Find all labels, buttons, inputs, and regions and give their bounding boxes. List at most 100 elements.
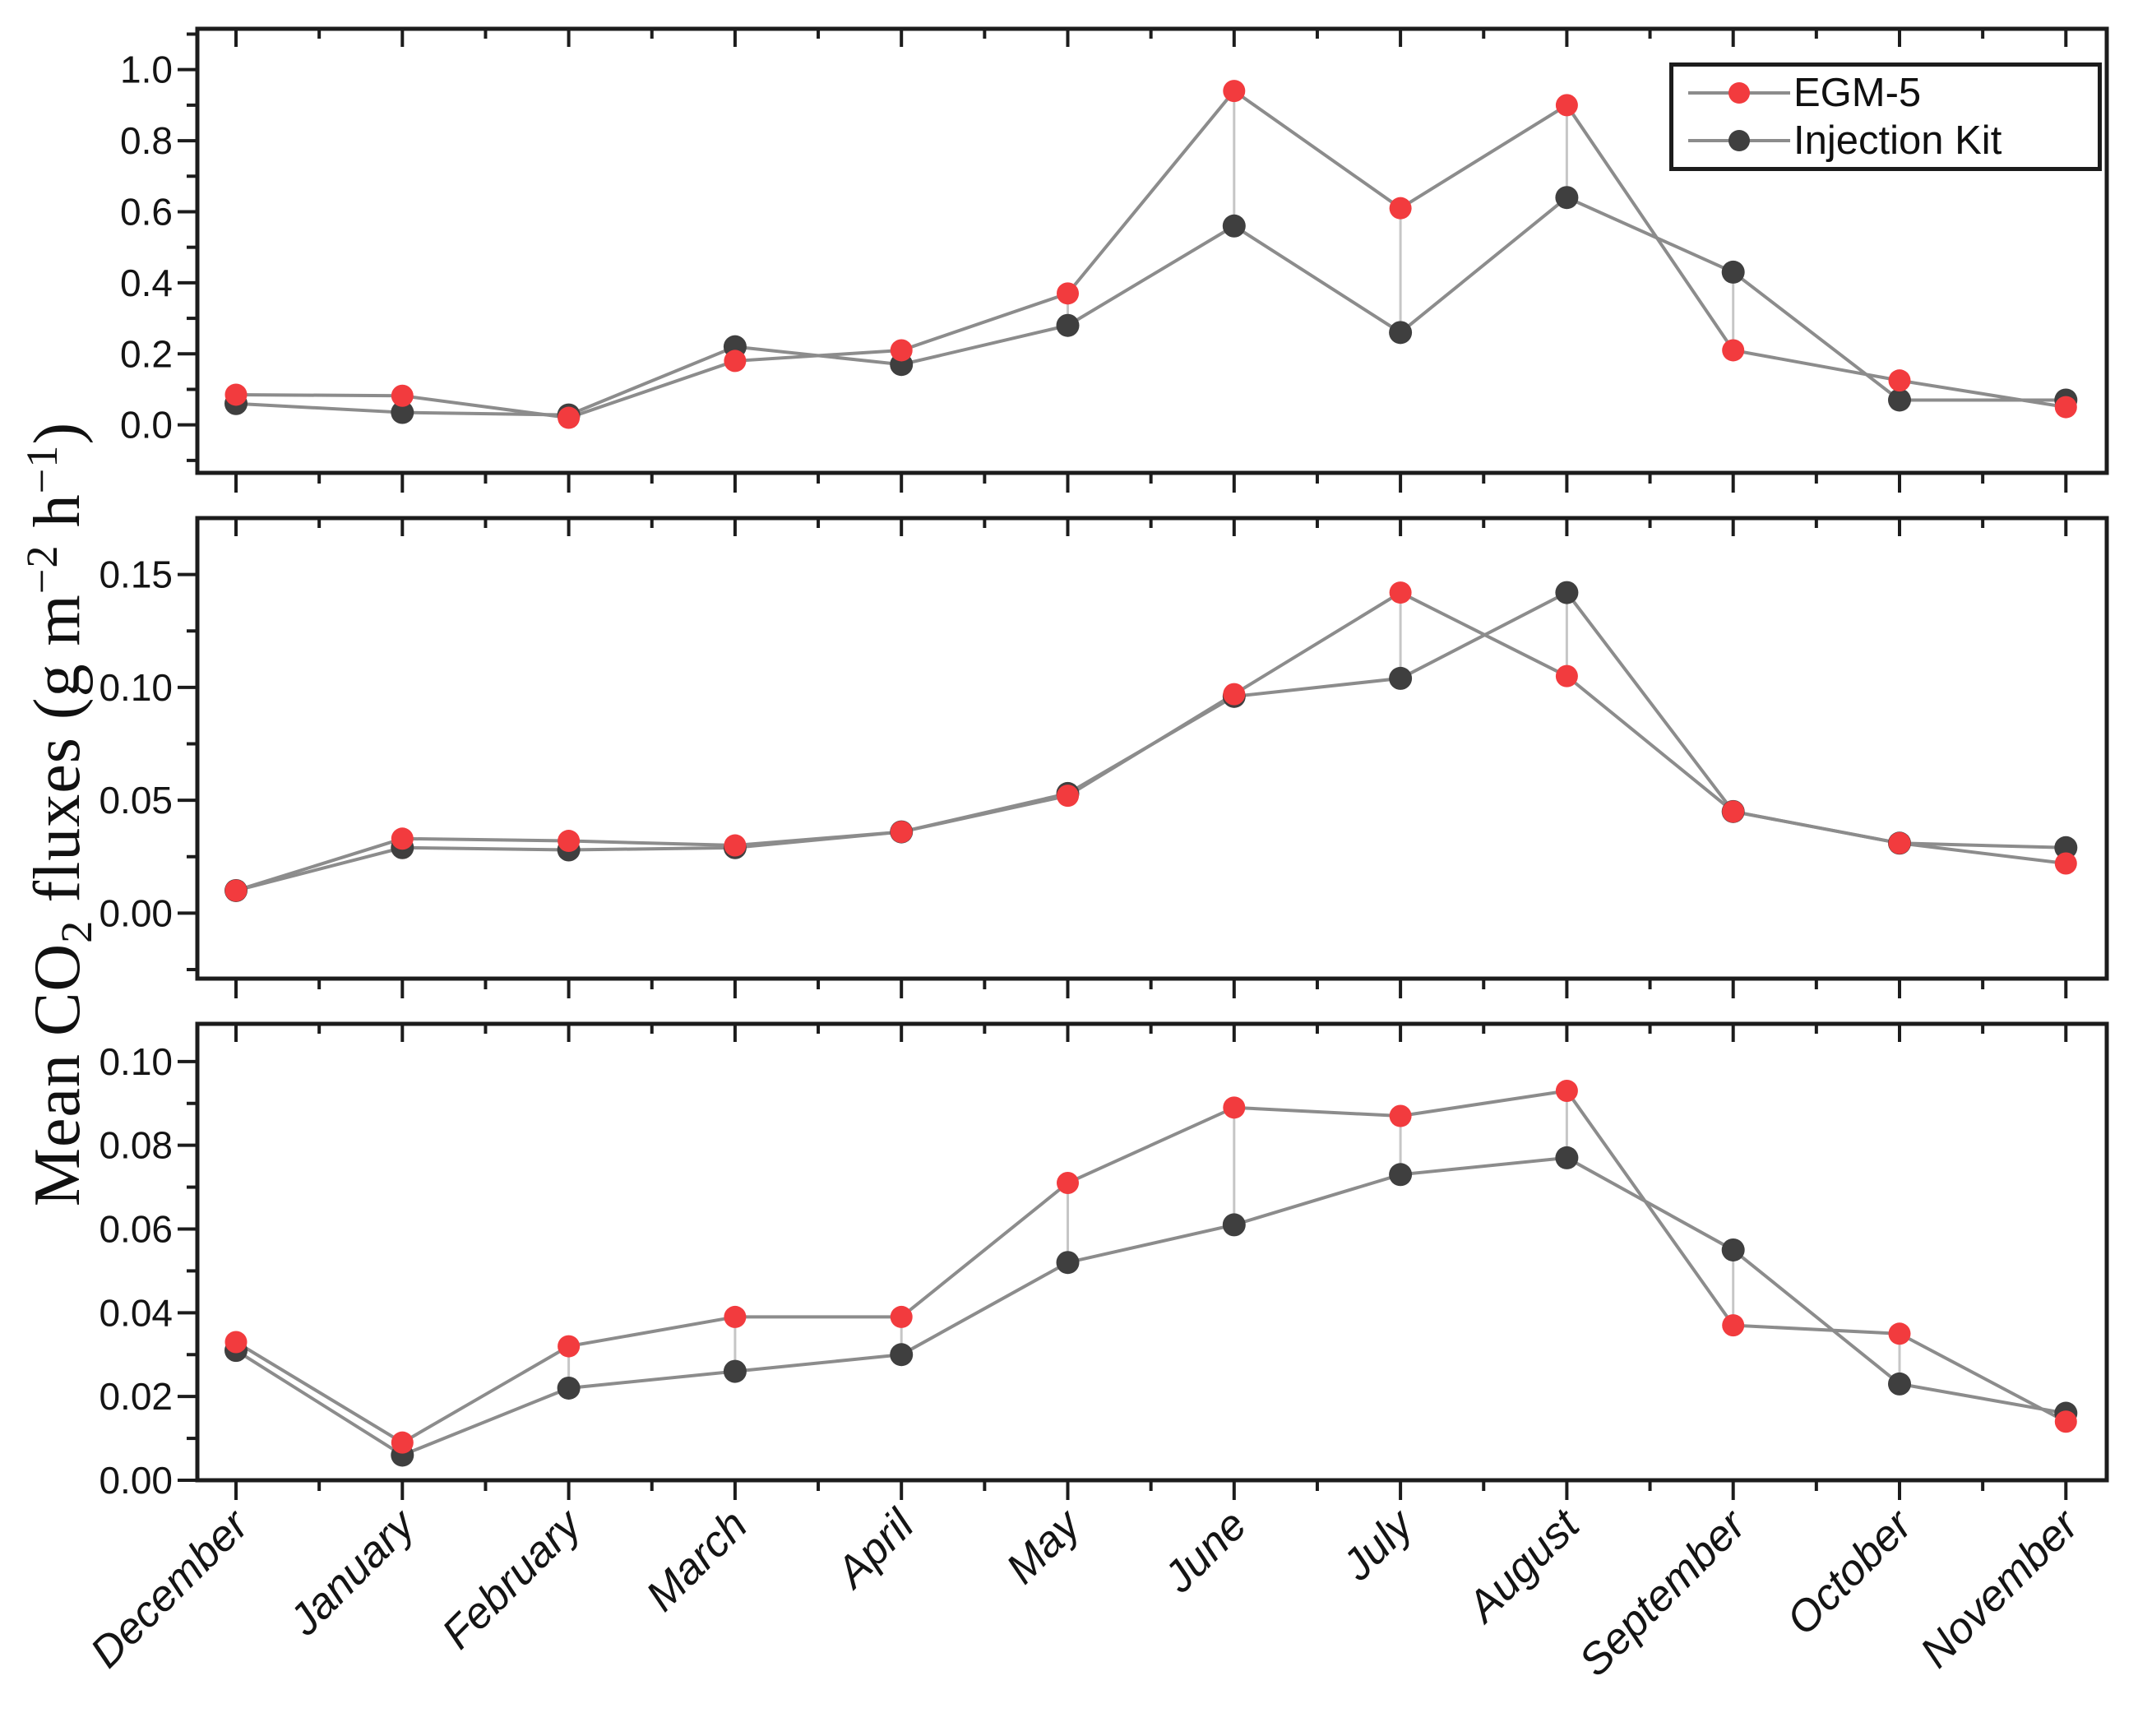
panel-3-marker-injection-kit — [557, 1376, 581, 1400]
y-axis-title-superscript: −2 — [16, 544, 67, 595]
panel-2-marker-egm5 — [224, 879, 248, 902]
panel-1-y-tick-label: 0.4 — [120, 262, 173, 304]
panel-3-marker-egm5 — [1223, 1096, 1246, 1119]
x-tick-label-month: September — [1570, 1499, 1756, 1686]
legend-item-injection-kit: Injection Kit — [1685, 118, 2098, 163]
x-tick-label-month: December — [81, 1499, 259, 1677]
panel-3-series-line-injection-kit — [234, 1155, 2066, 1457]
panel-1-y-tick-label: 1.0 — [120, 49, 173, 91]
panel-3-marker-egm5 — [724, 1305, 747, 1328]
y-axis-title-superscript: −1 — [16, 444, 67, 494]
legend-label-egm5: EGM-5 — [1793, 70, 1922, 115]
panel-1-marker-injection-kit — [1222, 214, 1246, 238]
y-axis-title: Mean CO2 fluxes (g m−2 h−1) — [16, 422, 102, 1206]
x-tick-label-month: May — [997, 1498, 1091, 1593]
panel-1-y-tick-label: 0.8 — [120, 119, 173, 162]
x-tick-label-month: February — [433, 1498, 592, 1658]
panel-1-marker-egm5 — [724, 350, 747, 373]
panel-3-series-line-egm-5 — [234, 1089, 2067, 1445]
panel-2-frame — [195, 516, 2109, 981]
panel-1-marker-injection-kit — [1555, 186, 1579, 210]
panel-3-marker-injection-kit — [890, 1343, 914, 1367]
panel-1-series-line-injection-kit — [235, 195, 2066, 417]
y-axis-title-text: Mean CO — [21, 942, 94, 1207]
panel-3-marker-injection-kit — [1888, 1372, 1911, 1396]
x-tick-label-month: November — [1911, 1499, 2089, 1677]
panel-1-marker-injection-kit — [391, 400, 414, 424]
legend-marker-injection-kit-icon — [1688, 130, 1790, 151]
panel-3-marker-egm5 — [2054, 1410, 2077, 1433]
panel-3-marker-egm5 — [1389, 1104, 1412, 1127]
panel-2-marker-injection-kit — [1389, 666, 1413, 690]
panel-2-marker-injection-kit — [2054, 836, 2078, 859]
panel-2-y-tick-label: 0.00 — [99, 891, 173, 934]
panel-2-marker-egm5 — [2054, 852, 2077, 875]
y-axis-title-text: fluxes (g m — [21, 594, 94, 920]
panel-2-marker-egm5 — [1722, 800, 1745, 823]
panel-3-marker-injection-kit — [1222, 1213, 1246, 1237]
panel-3-y-tick-label: 0.06 — [99, 1207, 173, 1250]
panel-1-marker-egm5 — [1223, 80, 1246, 103]
y-axis-title-text: h — [21, 493, 94, 545]
panel-3-y-tick-label: 0.08 — [99, 1124, 173, 1167]
panel-3-marker-injection-kit — [1389, 1163, 1413, 1187]
panel-1-marker-egm5 — [1888, 369, 1911, 392]
panel-2-series-line-injection-kit — [235, 590, 2066, 892]
x-tick-label-month: July — [1333, 1498, 1425, 1590]
panel-2-marker-egm5 — [391, 827, 414, 850]
panel-3-marker-injection-kit — [1056, 1251, 1080, 1275]
panel-2-marker-egm5 — [1389, 581, 1412, 604]
panel-3-marker-egm5 — [1722, 1314, 1745, 1337]
panel-3-marker-injection-kit — [723, 1359, 747, 1383]
panel-3-marker-egm5 — [1555, 1079, 1578, 1102]
x-tick-label-month: June — [1155, 1501, 1256, 1603]
panel-2-series-line-egm-5 — [235, 590, 2066, 892]
legend-dot-injection-kit — [1728, 130, 1750, 151]
legend-dot-egm5 — [1728, 82, 1750, 104]
panel-3-marker-egm5 — [558, 1335, 581, 1358]
x-tick-label-month: March — [637, 1501, 757, 1621]
y-axis-title-text: ) — [21, 421, 94, 445]
panel-3-y-tick-label: 0.00 — [99, 1459, 173, 1502]
panel-1-marker-egm5 — [890, 339, 913, 362]
panel-1-marker-egm5 — [1057, 282, 1079, 305]
panel-2-y-tick-label: 0.10 — [99, 666, 173, 709]
legend-item-egm5: EGM-5 — [1685, 71, 2098, 115]
legend-label-injection-kit: Injection Kit — [1793, 118, 2002, 163]
panel-1-y-tick-label: 0.6 — [120, 190, 173, 233]
panel-1-marker-injection-kit — [1056, 313, 1080, 337]
panel-1-marker-egm5 — [224, 383, 248, 406]
panel-2-marker-injection-kit — [1555, 581, 1579, 604]
panel-1-marker-egm5 — [558, 406, 581, 429]
panel-2-marker-egm5 — [890, 821, 913, 844]
panel-2-y-tick-label: 0.05 — [99, 779, 173, 822]
panel-3-marker-egm5 — [1888, 1322, 1911, 1345]
panel-3-marker-egm5 — [224, 1331, 248, 1354]
panel-2-marker-egm5 — [1223, 683, 1246, 706]
panel-3-y-tick-label: 0.02 — [99, 1375, 173, 1418]
panel-3-marker-injection-kit — [1555, 1146, 1579, 1169]
panel-1-y-tick-label: 0.2 — [120, 332, 173, 375]
panel-3-marker-injection-kit — [1721, 1238, 1745, 1261]
panel-2-y-tick-label: 0.15 — [99, 553, 173, 596]
panel-3-y-tick-label: 0.10 — [99, 1040, 173, 1083]
panel-2-marker-egm5 — [1057, 785, 1079, 808]
panel-1-series-line-egm-5 — [235, 88, 2066, 420]
panel-2-marker-egm5 — [1555, 664, 1578, 687]
panel-1-marker-injection-kit — [1721, 260, 1745, 284]
chart-legend: EGM-5 Injection Kit — [1669, 62, 2102, 171]
x-tick-label-month: April — [826, 1500, 924, 1599]
x-tick-label-month: August — [1456, 1499, 1590, 1632]
panel-3-y-tick-label: 0.04 — [99, 1291, 173, 1334]
panel-3-marker-egm5 — [1057, 1171, 1079, 1194]
panel-1-marker-egm5 — [2054, 396, 2077, 419]
panel-3-frame — [195, 1021, 2109, 1483]
panel-1-marker-egm5 — [1555, 94, 1578, 117]
y-axis-title-subscript: 2 — [52, 919, 102, 943]
panel-2-marker-egm5 — [558, 830, 581, 853]
panel-1-marker-injection-kit — [1888, 388, 1911, 412]
panel-3-marker-egm5 — [890, 1305, 913, 1328]
panel-1-marker-injection-kit — [1389, 321, 1413, 345]
